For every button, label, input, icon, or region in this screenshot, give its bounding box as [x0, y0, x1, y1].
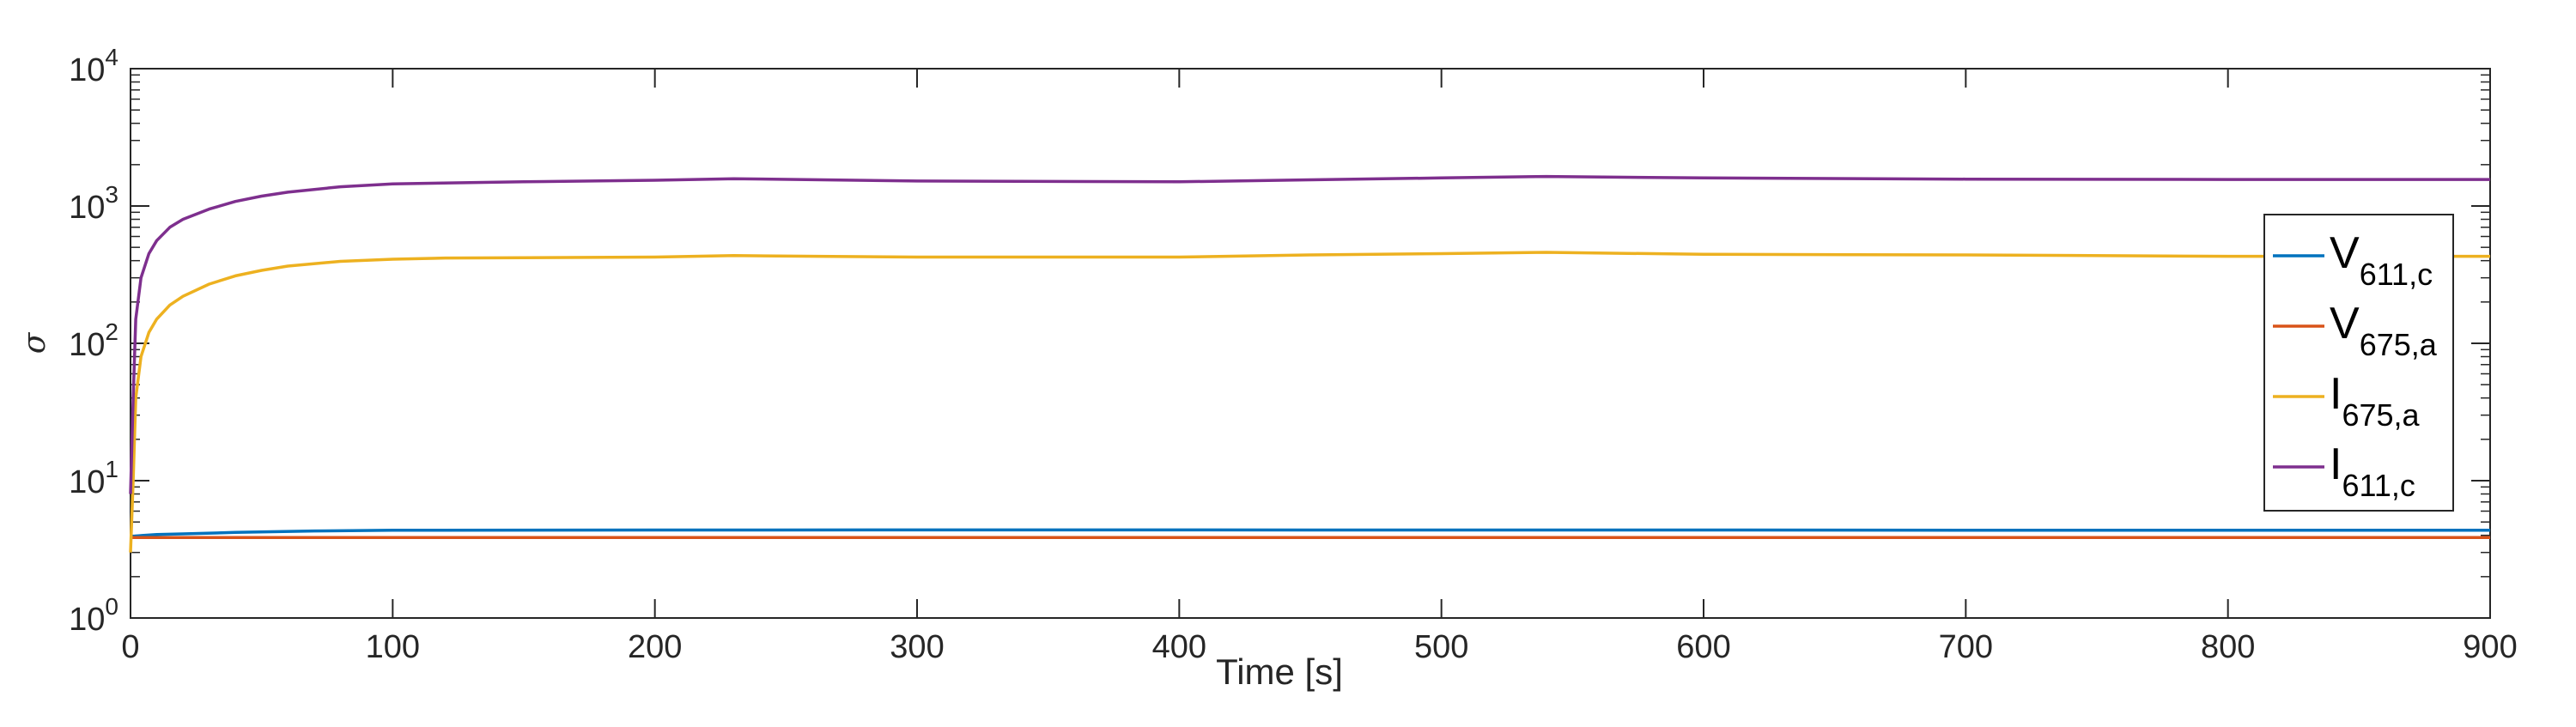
plot-area	[129, 68, 2491, 619]
major-ticks	[130, 68, 2491, 619]
y-tick-exponent: 1	[105, 456, 118, 482]
legend-label-subscript: 675,a	[2342, 397, 2420, 433]
x-tick-label: 100	[366, 629, 420, 665]
legend-label-main: V	[2330, 299, 2360, 348]
legend-label-subscript: 611,c	[2342, 468, 2415, 503]
x-tick-label: 400	[1152, 629, 1206, 665]
y-tick-exponent: 4	[105, 44, 118, 70]
legend-label-main: I	[2330, 369, 2342, 419]
y-tick-label: 103	[69, 181, 118, 226]
legend-item: I611,c	[2273, 439, 2415, 503]
x-tick-labels: 0 100 200 300 400 500 600 700 800 900	[121, 629, 2517, 665]
y-tick-label: 100	[69, 593, 118, 638]
y-axis-label: σ	[17, 331, 52, 354]
legend-label: I611,c	[2330, 439, 2415, 503]
y-tick-label: 104	[69, 44, 118, 88]
x-tick-label: 700	[1939, 629, 1993, 665]
series-lines	[129, 174, 2491, 553]
y-tick-exponent: 2	[105, 318, 118, 345]
y-tick-base: 10	[69, 327, 105, 363]
legend-item: V675,a	[2273, 299, 2438, 362]
x-tick-label: 600	[1676, 629, 1730, 665]
legend-item: V611,c	[2273, 228, 2433, 292]
y-tick-label: 102	[69, 318, 118, 363]
y-tick-base: 10	[69, 52, 105, 88]
legend-box	[2263, 214, 2454, 512]
x-tick-label: 800	[2201, 629, 2255, 665]
legend-item: I675,a	[2273, 369, 2421, 433]
y-tick-exponent: 3	[105, 181, 118, 208]
y-tick-base: 10	[69, 464, 105, 500]
legend-label: I675,a	[2330, 369, 2421, 433]
y-tick-base: 10	[69, 602, 105, 638]
x-tick-label: 0	[121, 629, 139, 665]
y-tick-exponent: 0	[105, 593, 118, 620]
x-tick-label: 900	[2463, 629, 2517, 665]
legend-label-main: V	[2330, 228, 2360, 278]
y-tick-base: 10	[69, 190, 105, 226]
x-axis-label: Time [s]	[1216, 651, 1343, 692]
legend-label-subscript: 675,a	[2360, 327, 2438, 362]
legend-label-main: I	[2330, 439, 2342, 489]
legend-label: V675,a	[2330, 299, 2438, 362]
series-line-i-675-a	[129, 251, 2490, 553]
legend-label-subscript: 611,c	[2360, 257, 2433, 292]
axes-box	[130, 68, 2491, 619]
series-line-v-611-c	[130, 528, 2491, 539]
legend-label: V611,c	[2330, 228, 2433, 292]
series-line-i-611-c	[129, 174, 2490, 494]
x-tick-label: 500	[1414, 629, 1468, 665]
x-tick-label: 200	[628, 629, 682, 665]
x-tick-label: 300	[890, 629, 944, 665]
y-tick-label: 101	[69, 456, 118, 500]
